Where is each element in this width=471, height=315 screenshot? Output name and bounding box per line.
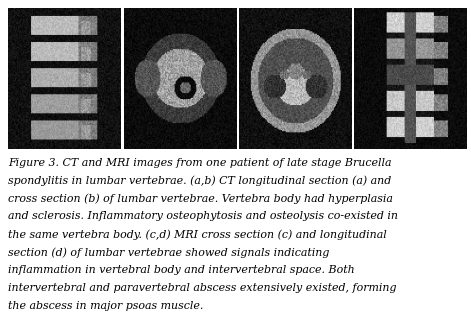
- Text: section (d) of lumbar vertebrae showed signals indicating: section (d) of lumbar vertebrae showed s…: [8, 247, 330, 258]
- Text: the same vertebra body. (c,d) MRI cross section (c) and longitudinal: the same vertebra body. (c,d) MRI cross …: [8, 229, 387, 240]
- Text: intervertebral and paravertebral abscess extensively existed, forming: intervertebral and paravertebral abscess…: [8, 283, 397, 293]
- Text: inflammation in vertebral body and intervertebral space. Both: inflammation in vertebral body and inter…: [8, 265, 355, 275]
- Text: and sclerosis. Inflammatory osteophytosis and osteolysis co-existed in: and sclerosis. Inflammatory osteophytosi…: [8, 211, 398, 221]
- Text: spondylitis in lumbar vertebrae. (a,b) CT longitudinal section (a) and: spondylitis in lumbar vertebrae. (a,b) C…: [8, 175, 392, 186]
- Text: the abscess in major psoas muscle.: the abscess in major psoas muscle.: [8, 301, 204, 311]
- Text: Figure 3. CT and MRI images from one patient of late stage Brucella: Figure 3. CT and MRI images from one pat…: [8, 158, 392, 168]
- Text: cross section (b) of lumbar vertebrae. Vertebra body had hyperplasia: cross section (b) of lumbar vertebrae. V…: [8, 193, 393, 204]
